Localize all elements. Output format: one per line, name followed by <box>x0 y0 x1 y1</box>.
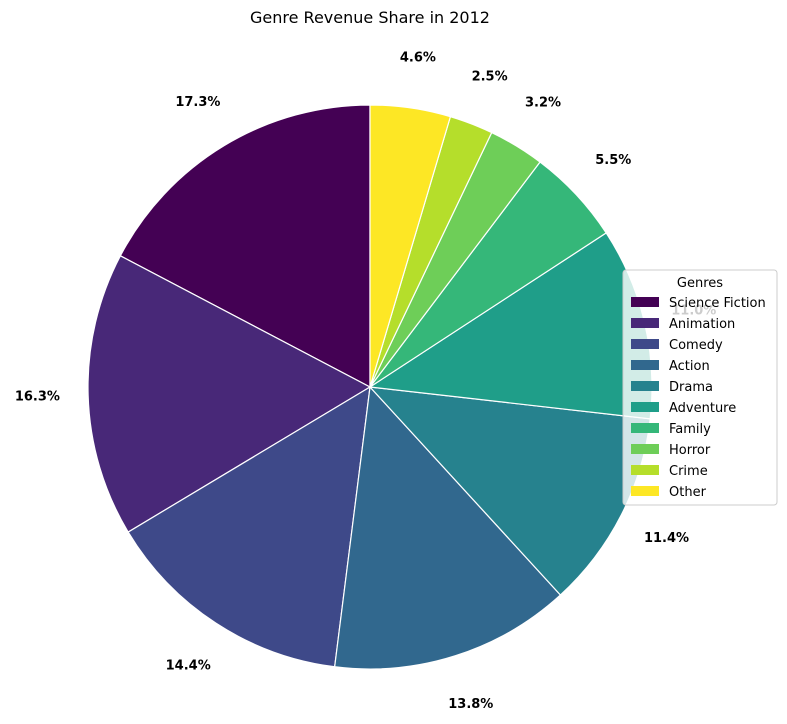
chart-title: Genre Revenue Share in 2012 <box>250 8 490 27</box>
legend-title: Genres <box>677 276 723 291</box>
legend-label-science-fiction: Science Fiction <box>669 296 766 311</box>
percent-label-crime: 2.5% <box>472 70 508 85</box>
legend-swatch-action <box>631 360 659 370</box>
legend-swatch-science-fiction <box>631 297 659 307</box>
percent-label-comedy: 14.4% <box>166 659 211 674</box>
pie-slice-science-fiction <box>119 104 371 388</box>
legend-swatch-family <box>631 423 659 433</box>
percent-label-horror: 3.2% <box>525 96 561 111</box>
percent-label-family: 5.5% <box>595 153 631 168</box>
legend: Genres Science Fiction Animation Comedy Act… <box>622 269 778 506</box>
legend-swatch-crime <box>631 465 659 475</box>
legend-swatch-horror <box>631 444 659 454</box>
legend-label-action: Action <box>669 359 710 374</box>
percent-label-action: 13.8% <box>448 697 493 712</box>
pie-slice-action <box>333 385 562 670</box>
legend-label-horror: Horror <box>669 443 711 458</box>
legend-label-family: Family <box>669 422 711 437</box>
legend-swatch-drama <box>631 381 659 391</box>
legend-swatch-other <box>631 486 659 496</box>
pie-slices <box>87 104 653 670</box>
percent-label-drama: 11.4% <box>644 531 689 546</box>
percent-label-other: 4.6% <box>400 51 436 66</box>
legend-frame <box>622 269 778 506</box>
legend-label-drama: Drama <box>669 380 713 395</box>
pie-slice-animation <box>87 255 372 533</box>
legend-label-other: Other <box>669 485 707 500</box>
percent-label-science-fiction: 17.3% <box>175 95 220 110</box>
legend-label-crime: Crime <box>669 464 708 479</box>
legend-label-comedy: Comedy <box>669 338 723 353</box>
legend-swatch-comedy <box>631 339 659 349</box>
legend-swatch-adventure <box>631 402 659 412</box>
pie-slice-comedy <box>127 385 371 668</box>
percent-label-animation: 16.3% <box>15 389 60 404</box>
legend-items: Science Fiction Animation Comedy Action Dram… <box>631 296 766 500</box>
legend-swatch-animation <box>631 318 659 328</box>
legend-label-animation: Animation <box>669 317 735 332</box>
pie-slice-other <box>369 104 452 388</box>
legend-label-adventure: Adventure <box>669 401 736 416</box>
